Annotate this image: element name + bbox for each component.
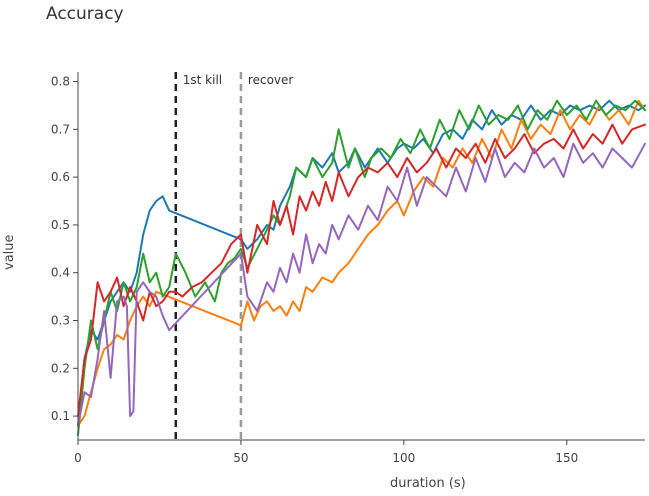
series-line-2 [77,99,646,427]
annotation-label: 1st kill [183,73,222,87]
axes: 0.1 0.2 0.3 0.4 0.5 0.6 0.7 0.8 0 50 100 150 [51,72,645,465]
x-tick-label: 150 [555,451,578,465]
y-tick-label: 0.7 [51,122,70,136]
x-tick-label: 0 [74,451,82,465]
y-tick-label: 0.1 [51,409,70,423]
annotation-label: recover [248,73,293,87]
y-tick-label: 0.2 [51,361,70,375]
marker-lines: 1st kill recover [174,72,293,440]
y-tick-label: 0.4 [51,266,70,280]
x-tick-label: 50 [233,451,248,465]
series-line-3 [77,99,646,437]
x-axis-label: duration (s) [390,476,466,491]
series-line-1 [77,99,646,427]
series-line-5 [77,142,646,427]
y-tick-label: 0.3 [51,314,70,328]
y-tick-label: 0.5 [51,218,70,232]
series-lines [77,99,646,437]
y-tick-label: 0.8 [51,75,70,89]
chart-title: Accuracy [46,4,124,24]
x-tick-label: 100 [392,451,415,465]
y-tick-label: 0.6 [51,170,70,184]
